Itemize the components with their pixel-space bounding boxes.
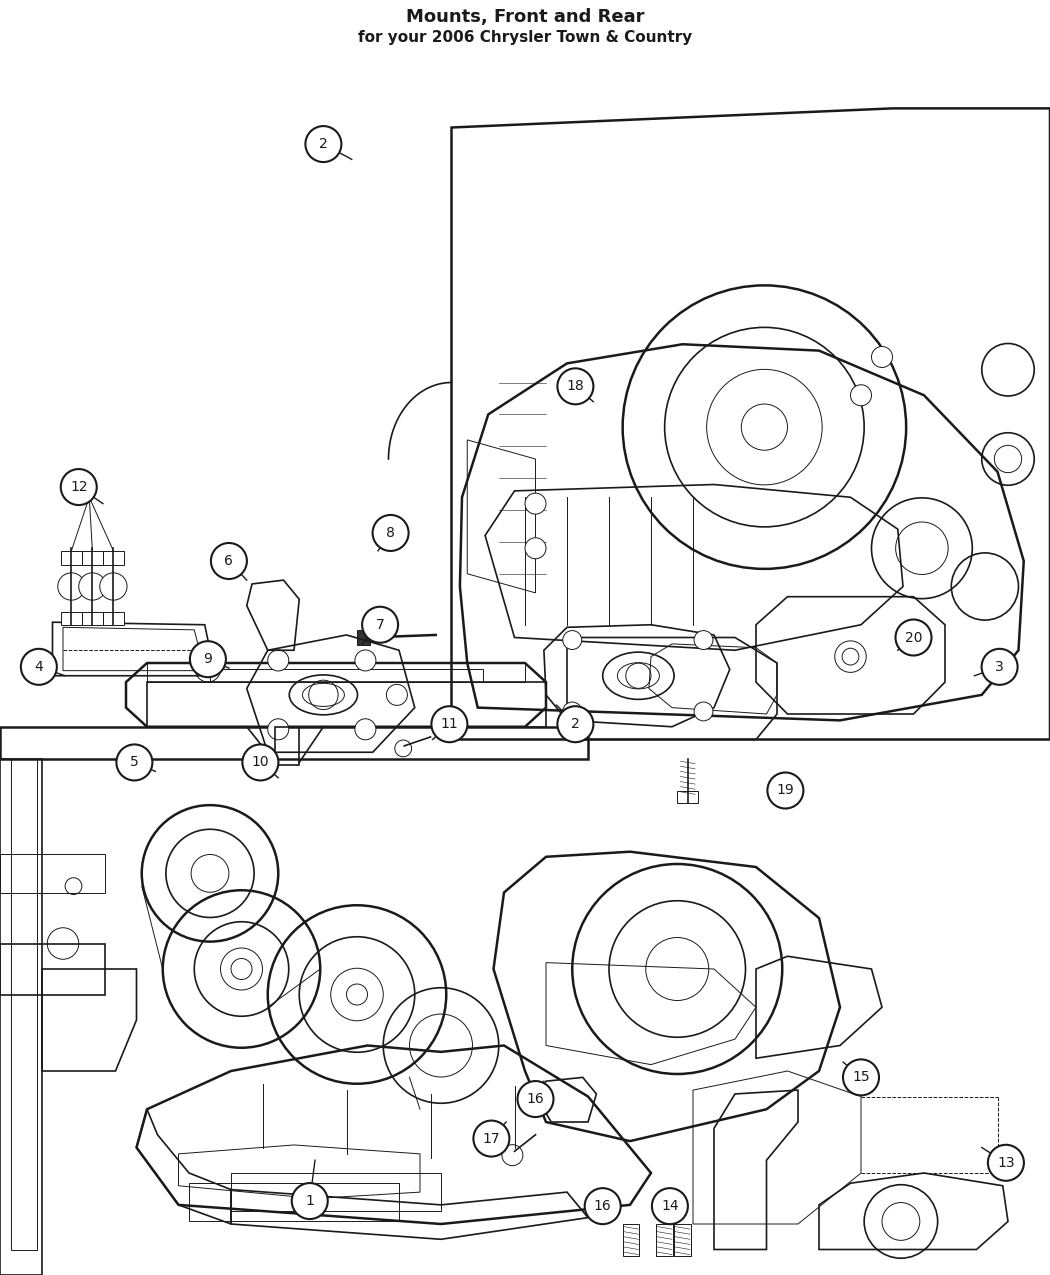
Polygon shape	[357, 630, 370, 645]
Text: 11: 11	[441, 718, 458, 731]
Text: 12: 12	[70, 481, 87, 493]
Circle shape	[563, 631, 582, 649]
Circle shape	[872, 347, 892, 367]
Text: 6: 6	[225, 555, 233, 567]
Circle shape	[768, 773, 803, 808]
Circle shape	[525, 538, 546, 558]
Circle shape	[525, 493, 546, 514]
Circle shape	[58, 572, 85, 601]
Polygon shape	[103, 612, 124, 625]
Circle shape	[21, 649, 57, 685]
Circle shape	[355, 719, 376, 739]
Circle shape	[355, 650, 376, 671]
Text: 2: 2	[319, 138, 328, 150]
Circle shape	[117, 745, 152, 780]
Text: 20: 20	[905, 631, 922, 644]
Text: 5: 5	[130, 756, 139, 769]
Circle shape	[268, 719, 289, 739]
Circle shape	[558, 368, 593, 404]
Circle shape	[432, 706, 467, 742]
Text: 1: 1	[306, 1195, 314, 1207]
Polygon shape	[61, 551, 82, 565]
Polygon shape	[82, 551, 103, 565]
Text: 13: 13	[998, 1156, 1014, 1169]
Circle shape	[190, 641, 226, 677]
Circle shape	[362, 607, 398, 643]
Text: 10: 10	[252, 756, 269, 769]
Circle shape	[843, 1060, 879, 1095]
Circle shape	[558, 706, 593, 742]
Circle shape	[346, 984, 367, 1005]
Circle shape	[231, 959, 252, 979]
Text: 15: 15	[853, 1071, 869, 1084]
Text: 8: 8	[386, 527, 395, 539]
Circle shape	[211, 543, 247, 579]
Circle shape	[100, 572, 127, 601]
Text: for your 2006 Chrysler Town & Country: for your 2006 Chrysler Town & Country	[358, 31, 692, 45]
Text: 4: 4	[35, 660, 43, 673]
Circle shape	[988, 1145, 1024, 1181]
Circle shape	[518, 1081, 553, 1117]
Circle shape	[243, 745, 278, 780]
Text: 9: 9	[204, 653, 212, 666]
Circle shape	[694, 631, 713, 649]
Circle shape	[373, 515, 408, 551]
Text: 19: 19	[777, 784, 794, 797]
Circle shape	[474, 1121, 509, 1156]
Circle shape	[694, 703, 713, 720]
Circle shape	[896, 620, 931, 655]
Polygon shape	[61, 612, 82, 625]
Circle shape	[835, 641, 866, 672]
Text: 18: 18	[567, 380, 584, 393]
Polygon shape	[677, 790, 698, 803]
Circle shape	[386, 685, 407, 705]
Circle shape	[268, 650, 289, 671]
Text: 3: 3	[995, 660, 1004, 673]
Polygon shape	[103, 551, 124, 565]
Text: 2: 2	[571, 718, 580, 731]
Circle shape	[585, 1188, 621, 1224]
Circle shape	[982, 649, 1017, 685]
Text: 14: 14	[662, 1200, 678, 1213]
Circle shape	[563, 703, 582, 720]
Circle shape	[652, 1188, 688, 1224]
Text: 16: 16	[594, 1200, 611, 1213]
Text: 17: 17	[483, 1132, 500, 1145]
Text: 16: 16	[527, 1093, 544, 1105]
Circle shape	[79, 572, 106, 601]
Polygon shape	[82, 612, 103, 625]
Circle shape	[306, 126, 341, 162]
Circle shape	[292, 1183, 328, 1219]
Circle shape	[61, 469, 97, 505]
Text: Mounts, Front and Rear: Mounts, Front and Rear	[405, 8, 645, 26]
Circle shape	[850, 385, 871, 405]
Text: 7: 7	[376, 618, 384, 631]
